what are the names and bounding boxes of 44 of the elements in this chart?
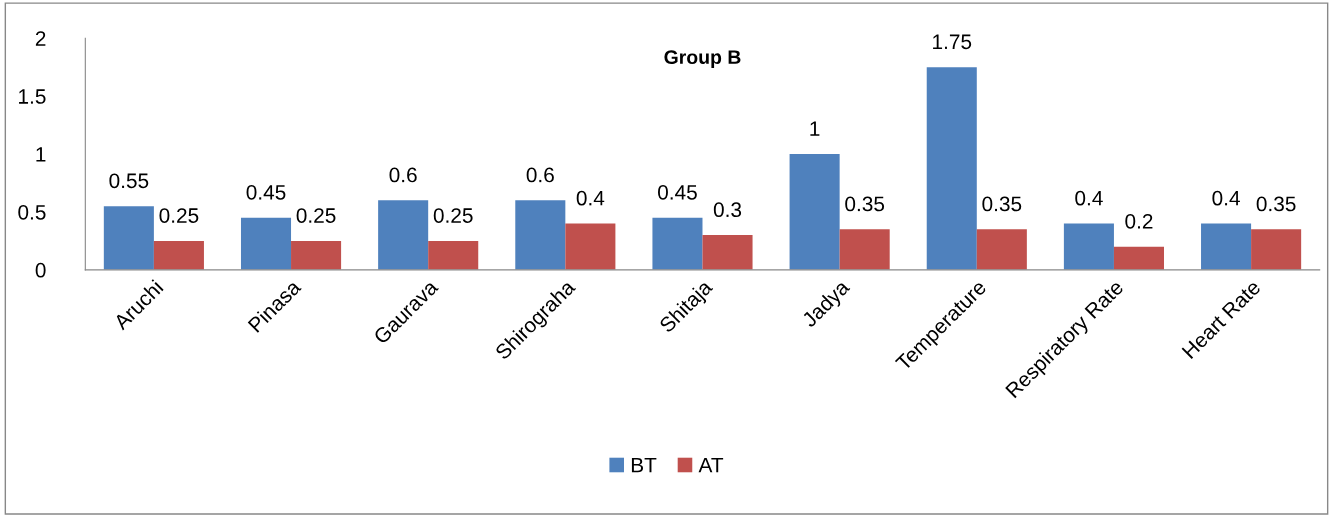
data-label: 0.45	[246, 184, 286, 200]
data-label: 0.4	[1075, 190, 1103, 206]
bar	[515, 200, 566, 270]
data-label: 0.25	[296, 208, 336, 223]
bar	[428, 240, 479, 270]
data-label: 0.25	[159, 208, 199, 223]
legend-label: AT	[698, 457, 724, 473]
y-tick-label: 0.5	[18, 204, 46, 220]
y-tick-label: 1.5	[19, 89, 46, 104]
data-label: 1	[810, 121, 820, 136]
text: Group B	[664, 50, 741, 68]
bar	[1063, 223, 1114, 270]
bar	[1113, 246, 1164, 270]
data-label: 0.25	[433, 208, 473, 223]
y-tick-label: 1	[36, 147, 46, 162]
bar	[839, 229, 890, 270]
bar	[976, 229, 1027, 270]
bar	[702, 235, 753, 270]
data-label: 0.55	[109, 173, 149, 189]
bar	[291, 240, 342, 270]
data-label: 1.75	[933, 34, 972, 50]
data-label: 0.6	[389, 167, 417, 183]
bar	[565, 223, 616, 270]
bar	[153, 240, 204, 270]
data-label: 0.4	[1212, 190, 1240, 206]
bar	[240, 217, 292, 270]
bar	[1201, 223, 1252, 270]
data-label: 0.35	[982, 196, 1022, 212]
bar	[789, 154, 840, 270]
bar	[103, 206, 154, 270]
y-tick-label: 2	[35, 31, 46, 46]
bar	[652, 217, 703, 270]
bar	[926, 67, 977, 270]
data-label: 0.35	[1256, 196, 1296, 212]
legend-label: BT	[631, 457, 657, 473]
bar	[378, 200, 429, 270]
data-label: 0.35	[845, 196, 885, 212]
data-label: 0.2	[1125, 213, 1153, 229]
bar	[1251, 229, 1302, 270]
data-label: 0.4	[576, 190, 605, 206]
data-label: 0.45	[658, 184, 697, 200]
y-tick-label: 0	[35, 262, 46, 278]
data-label: 0.6	[526, 167, 554, 183]
data-label: 0.3	[713, 202, 742, 218]
